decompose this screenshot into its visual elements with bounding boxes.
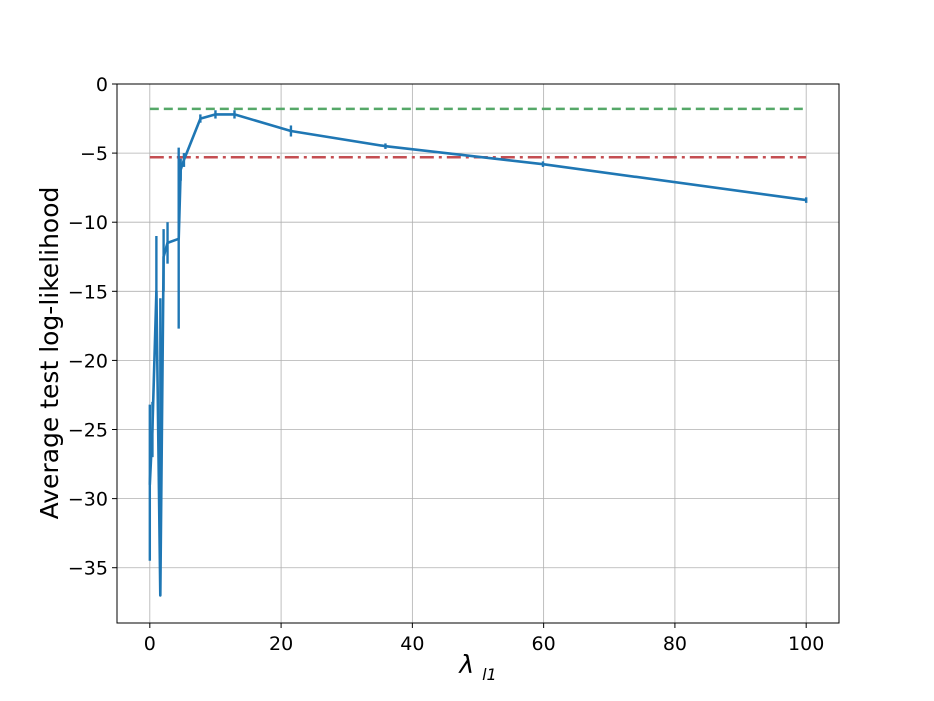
x-tick-label: 0: [144, 633, 156, 655]
plot-frame: [116, 83, 840, 624]
y-tick-label: −5: [80, 143, 108, 165]
y-axis-label: Average test log-likelihood: [35, 187, 64, 520]
ticks: 0 20 40 60 80 100 0 −5 −10 −15 −20 −25 −30 −35: [68, 74, 824, 655]
x-tick-label: 20: [269, 633, 293, 655]
y-tick-label: −10: [68, 212, 108, 234]
y-tick-label: −25: [68, 420, 108, 442]
plot-background: [117, 84, 839, 623]
series-line: [148, 113, 807, 597]
y-tick-label: −15: [68, 281, 108, 303]
y-tick-label: 0: [96, 74, 108, 96]
y-tick-label: −35: [68, 558, 108, 580]
grid: [117, 83, 839, 623]
x-axis-label-subscript: l1: [482, 665, 497, 684]
x-tick-label: 80: [663, 633, 687, 655]
y-tick-label: −20: [68, 350, 108, 372]
x-tick-label: 40: [400, 633, 424, 655]
x-axis-label: λ l1: [457, 650, 496, 684]
series: [148, 110, 808, 597]
x-axis-label-symbol: λ: [457, 650, 474, 679]
x-tick-label: 100: [788, 633, 824, 655]
y-tick-label: −30: [68, 489, 108, 511]
x-tick-label: 60: [532, 633, 556, 655]
